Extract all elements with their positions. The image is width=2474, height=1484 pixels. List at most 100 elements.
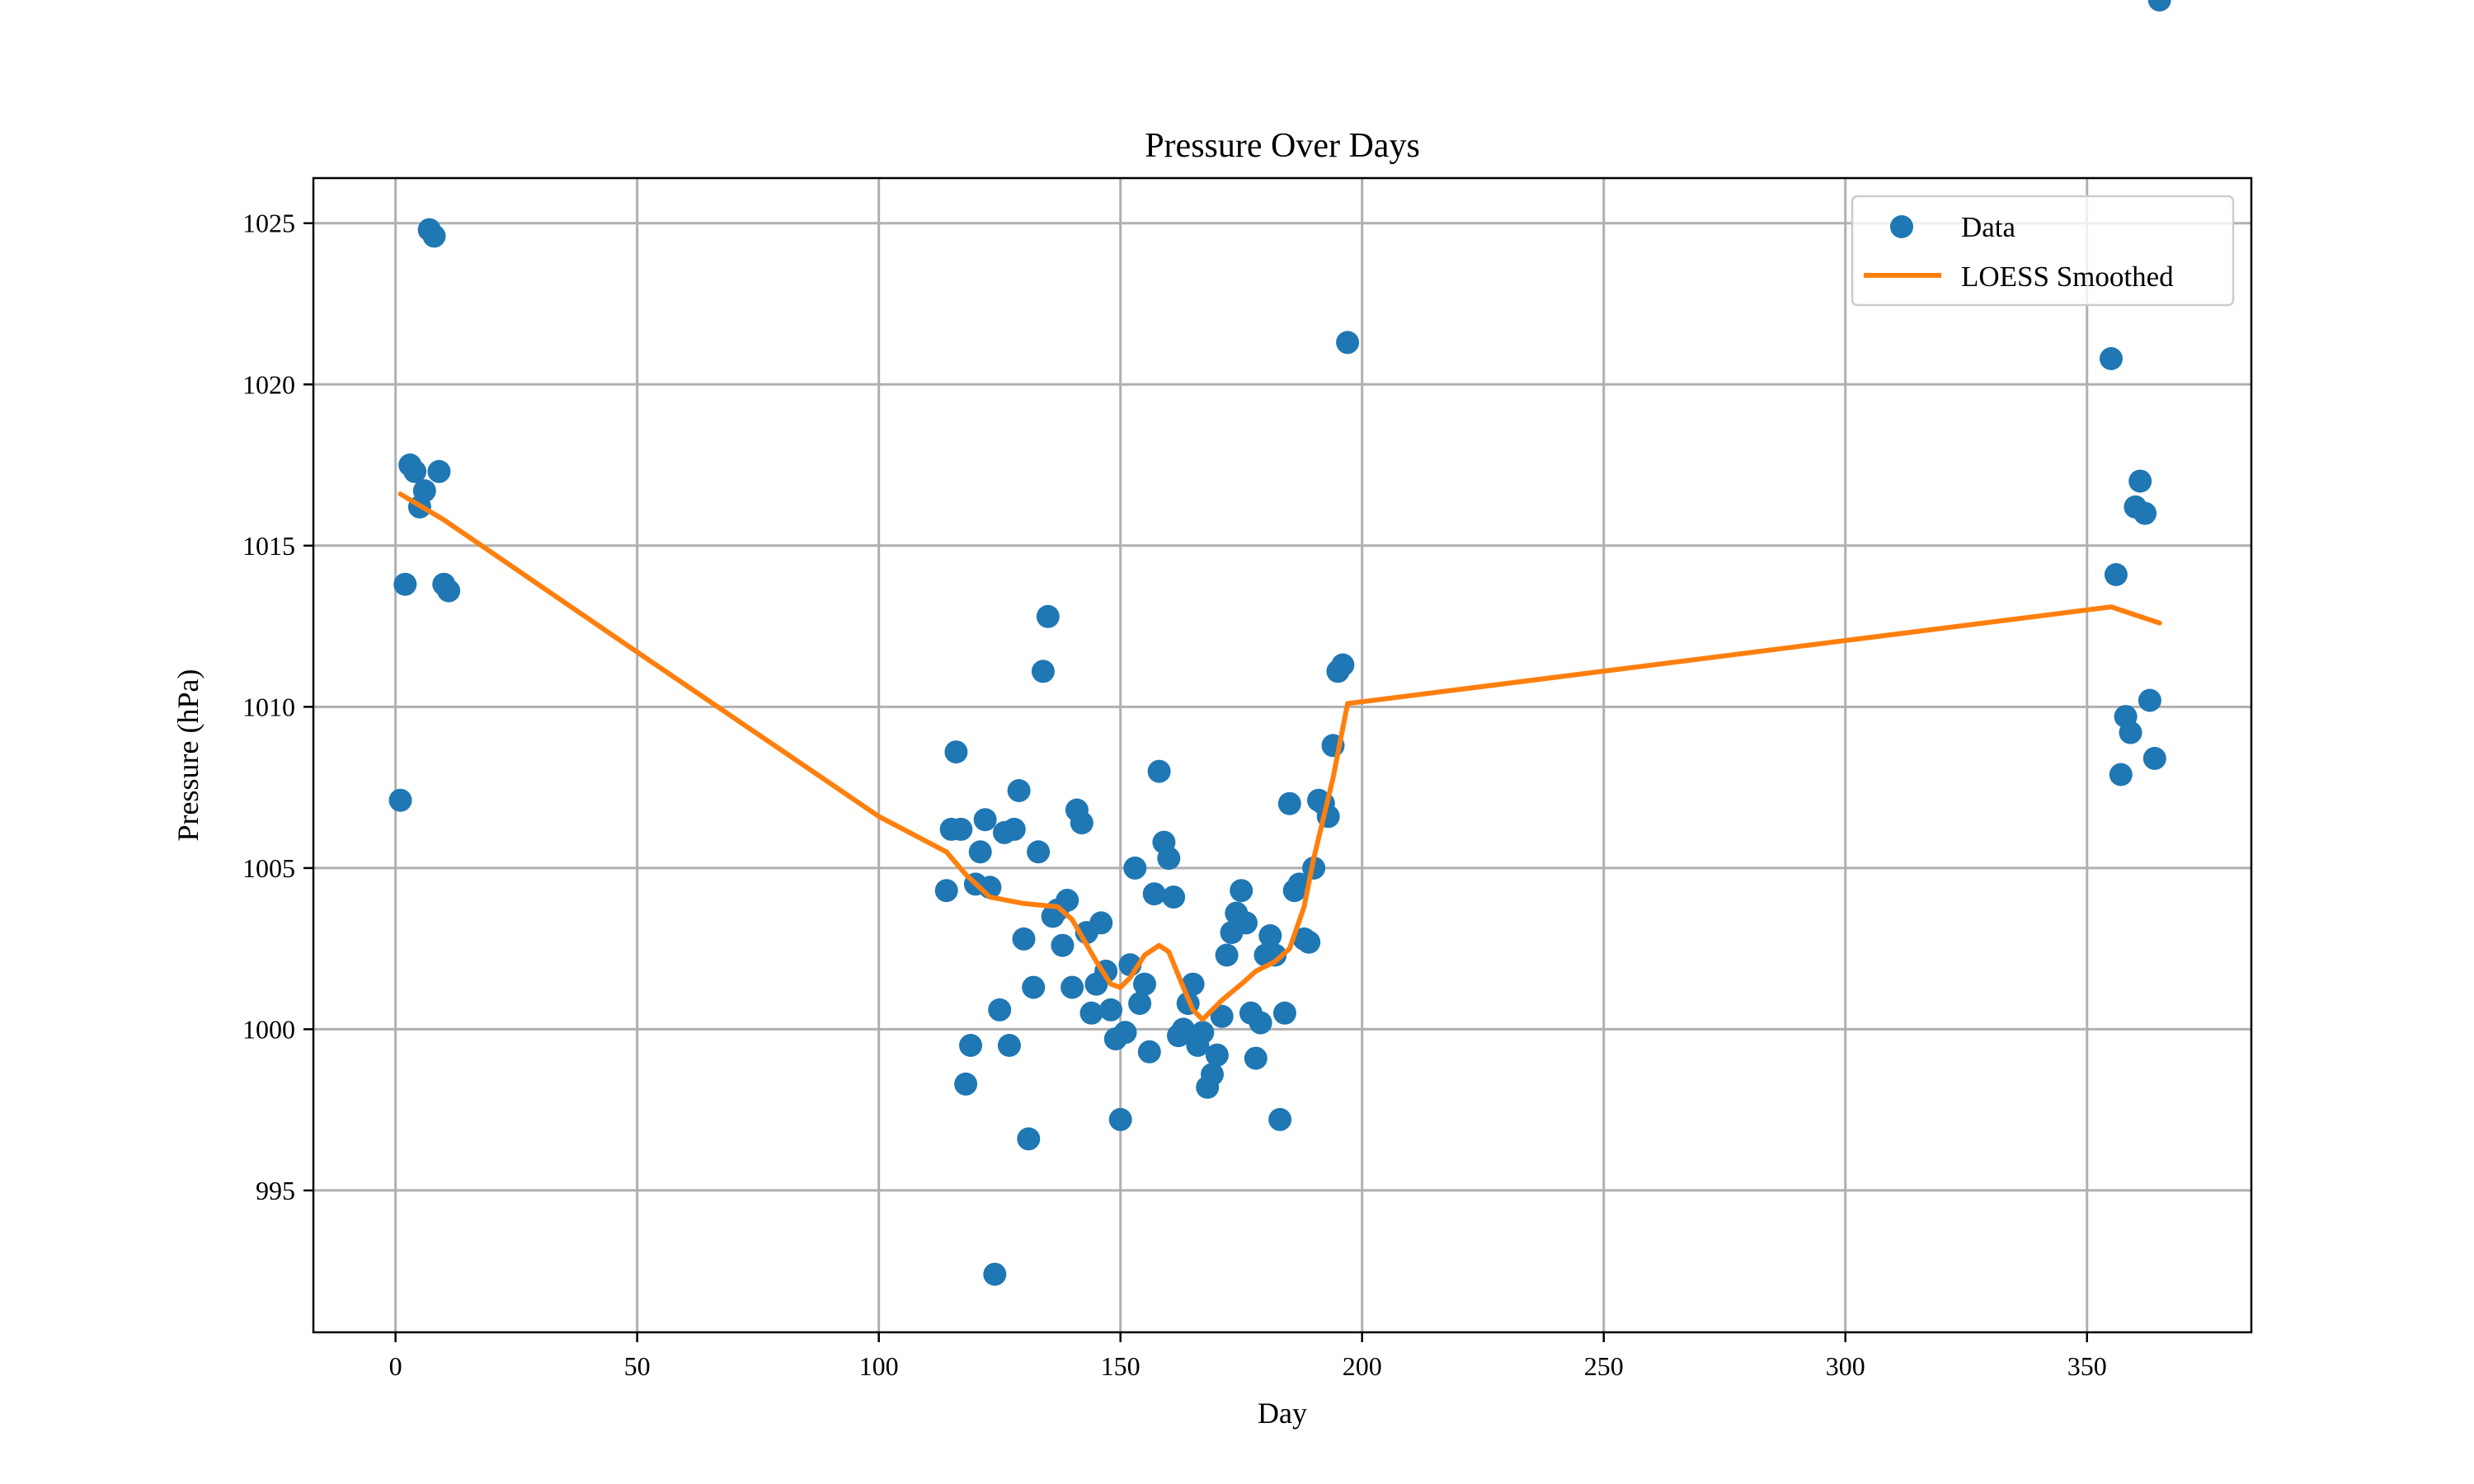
data-point (2104, 563, 2128, 586)
data-point (1201, 1063, 1224, 1087)
data-point (2119, 721, 2142, 744)
data-point (968, 840, 992, 864)
data-point (437, 579, 461, 603)
data-point (2133, 501, 2157, 525)
data-point (1162, 885, 1186, 909)
y-tick-label: 1020 (242, 369, 295, 399)
data-point (1056, 889, 1079, 912)
y-tick-label: 1025 (242, 209, 295, 238)
legend-box (1851, 195, 2235, 307)
data-point (1235, 911, 1258, 935)
data-point (1113, 1021, 1137, 1045)
data-point (1061, 975, 1084, 999)
legend-marker-data (1890, 215, 1913, 238)
data-point (1123, 856, 1147, 880)
y-tick-label: 1010 (242, 692, 295, 721)
data-point (1244, 1046, 1268, 1070)
data-point (1137, 1040, 1161, 1064)
data-point (983, 1262, 1007, 1286)
data-point (393, 572, 417, 596)
data-point (1249, 1011, 1272, 1035)
data-point (2128, 469, 2152, 493)
data-point (1051, 933, 1075, 957)
data-point (1258, 924, 1282, 947)
axes-frame (312, 176, 2253, 1334)
data-point (1297, 930, 1321, 954)
data-point (1142, 882, 1166, 906)
data-point (1012, 927, 1036, 951)
data-point (1210, 1004, 1234, 1028)
data-point (1027, 840, 1051, 864)
data-point (1263, 943, 1287, 967)
data-point (1181, 972, 1205, 996)
data-point (388, 788, 412, 812)
data-point (934, 879, 958, 903)
data-point (944, 740, 968, 764)
data-point (1089, 911, 1113, 935)
data-point (949, 817, 973, 841)
x-axis-label: Day (1258, 1397, 1307, 1430)
data-point (1268, 1107, 1292, 1131)
data-point (1128, 992, 1152, 1016)
data-point (1133, 972, 1156, 996)
data-point (1036, 604, 1060, 628)
x-tick-label: 50 (624, 1351, 651, 1381)
data-point (997, 1034, 1021, 1057)
data-point (1031, 660, 1055, 683)
data-point (959, 1034, 982, 1057)
data-point (1017, 1127, 1041, 1151)
data-point (1215, 943, 1239, 967)
data-point (954, 1072, 978, 1096)
y-tick-label: 1015 (242, 531, 295, 561)
data-point (1157, 847, 1181, 871)
data-points (388, 0, 2171, 1286)
data-point (973, 808, 997, 832)
data-point (1099, 998, 1122, 1021)
data-point (2138, 688, 2161, 712)
data-point (2109, 763, 2133, 787)
data-point (412, 479, 436, 503)
grid (313, 178, 2251, 1332)
data-point (1079, 1001, 1103, 1025)
data-point (1331, 653, 1355, 677)
data-point (1205, 1043, 1229, 1067)
data-point (1070, 811, 1094, 835)
legend-label-smoothed: LOESS Smoothed (1961, 261, 2174, 293)
x-tick-label: 200 (1343, 1351, 1382, 1381)
data-point (988, 998, 1012, 1021)
data-point (403, 459, 427, 483)
data-point (2142, 746, 2166, 770)
x-tick-label: 350 (2067, 1351, 2107, 1381)
data-point (1022, 975, 1046, 999)
x-tick-label: 0 (389, 1351, 402, 1381)
x-tick-label: 250 (1584, 1351, 1624, 1381)
data-point (422, 224, 446, 248)
data-point (1336, 331, 1360, 355)
y-tick-label: 1005 (242, 853, 295, 883)
data-point (1108, 1107, 1132, 1131)
data-point (1230, 879, 1253, 903)
y-tick-label: 1000 (242, 1014, 295, 1044)
x-tick-label: 150 (1101, 1351, 1141, 1381)
data-point (1272, 1001, 1296, 1025)
data-point (1191, 1021, 1215, 1045)
ticks: 0 50 100 150 200 250 300 350 995 1000 1005 1010 1015… (242, 209, 2107, 1381)
data-point (1007, 779, 1031, 802)
data-point (1277, 791, 1301, 815)
legend: Data LOESS Smoothed (1851, 195, 2235, 307)
legend-label-data: Data (1961, 211, 2016, 243)
loess-smoothed-line (397, 491, 2162, 1022)
x-tick-label: 300 (1826, 1351, 1865, 1381)
y-tick-label: 995 (256, 1176, 295, 1205)
data-point (2100, 347, 2123, 370)
data-point (1171, 1017, 1195, 1041)
chart-title: Pressure Over Days (1145, 127, 1420, 165)
data-point (2147, 0, 2171, 12)
series-lines (397, 491, 2162, 1022)
data-point (427, 459, 451, 483)
y-axis-label: Pressure (hPa) (172, 669, 205, 842)
data-point (1147, 759, 1171, 783)
x-tick-label: 100 (859, 1351, 899, 1381)
data-point (1002, 817, 1026, 841)
